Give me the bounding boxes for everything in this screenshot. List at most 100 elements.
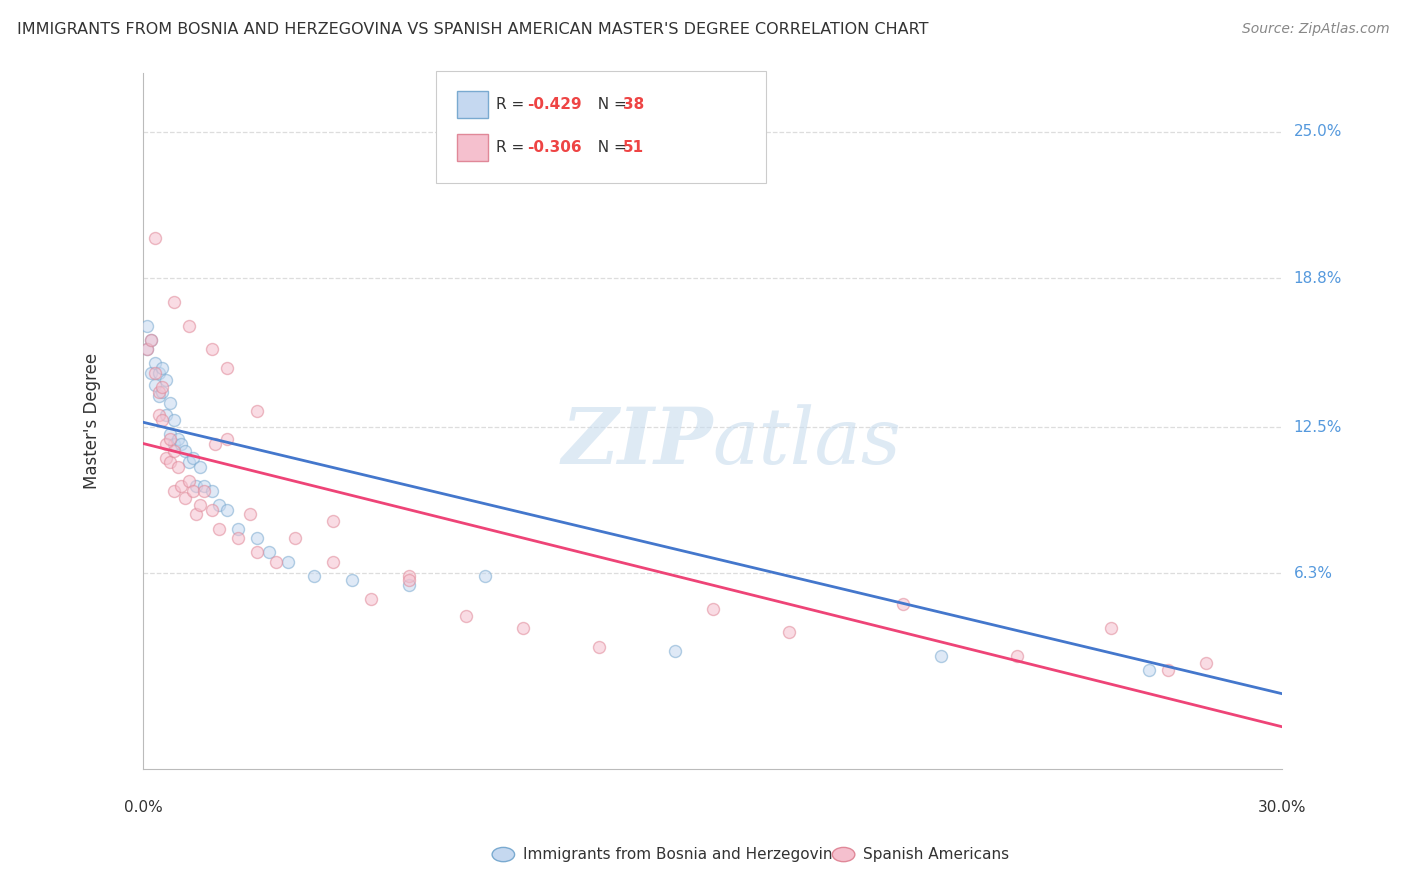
Point [148,366,170,380]
Point [215,502,238,516]
Point [208,498,231,512]
Point [360,592,382,607]
Text: IMMIGRANTS FROM BOSNIA AND HERZEGOVINA VS SPANISH AMERICAN MASTER'S DEGREE CORRE: IMMIGRANTS FROM BOSNIA AND HERZEGOVINA V… [17,22,928,37]
Text: -0.306: -0.306 [527,140,582,154]
Text: Immigrants from Bosnia and Herzegovina: Immigrants from Bosnia and Herzegovina [523,847,842,862]
Point [778,625,800,640]
Point [163,413,186,427]
Text: ZIP: ZIP [561,404,713,480]
Point [174,443,197,458]
Point [159,396,181,410]
Point [139,366,162,380]
Point [1005,648,1028,663]
Point [177,318,200,333]
Point [929,648,952,663]
Text: R =: R = [496,140,530,154]
Point [177,455,200,469]
Point [474,568,496,582]
Point [246,545,269,559]
Point [246,403,269,417]
Point [702,601,724,615]
Text: 30.0%: 30.0% [1258,800,1306,815]
Point [1195,656,1218,670]
Point [136,342,159,356]
Point [181,483,204,498]
Point [148,384,170,399]
Point [264,555,287,569]
Point [143,231,166,245]
Text: N =: N = [588,140,631,154]
Point [201,342,224,356]
Point [664,644,686,658]
Text: Source: ZipAtlas.com: Source: ZipAtlas.com [1241,22,1389,37]
Point [163,483,186,498]
Text: atlas: atlas [713,404,901,480]
Point [163,294,186,309]
Point [302,568,325,582]
Text: 0.0%: 0.0% [124,800,163,815]
Point [181,450,204,465]
Text: 12.5%: 12.5% [1294,419,1341,434]
Text: -0.429: -0.429 [527,97,582,112]
Point [170,479,193,493]
Point [186,508,208,522]
Point [174,491,197,505]
Point [454,608,477,623]
Point [150,413,173,427]
Point [143,377,166,392]
Point [159,432,181,446]
Point [340,574,363,588]
Point [891,597,914,611]
Text: Spanish Americans: Spanish Americans [863,847,1010,862]
Text: Master's Degree: Master's Degree [83,353,101,489]
Point [155,373,177,387]
Point [177,475,200,489]
Point [201,502,224,516]
Point [398,574,420,588]
Point [139,333,162,347]
Point [257,545,280,559]
Point [188,460,211,475]
Point [322,515,344,529]
Point [208,522,231,536]
Point [1157,663,1180,677]
Point [143,366,166,380]
Point [193,483,215,498]
Point [143,356,166,370]
Point [226,522,249,536]
Text: R =: R = [496,97,530,112]
Point [170,436,193,450]
Point [215,361,238,376]
Point [188,498,211,512]
Text: 6.3%: 6.3% [1294,566,1333,581]
Point [159,427,181,442]
Point [155,436,177,450]
Text: 38: 38 [623,97,644,112]
Point [136,318,159,333]
Point [193,479,215,493]
Point [215,432,238,446]
Point [226,531,249,545]
Point [588,640,610,654]
Point [150,380,173,394]
Text: 51: 51 [623,140,644,154]
Point [1139,663,1161,677]
Point [150,361,173,376]
Point [155,409,177,423]
Point [284,531,307,545]
Point [246,531,269,545]
Point [166,460,188,475]
Point [1101,621,1123,635]
Text: 18.8%: 18.8% [1294,271,1341,285]
Point [398,578,420,592]
Text: 25.0%: 25.0% [1294,125,1341,139]
Point [322,555,344,569]
Point [148,389,170,403]
Point [204,436,226,450]
Point [159,455,181,469]
Point [148,409,170,423]
Point [277,555,299,569]
Point [398,568,420,582]
Point [239,508,262,522]
Point [512,621,534,635]
